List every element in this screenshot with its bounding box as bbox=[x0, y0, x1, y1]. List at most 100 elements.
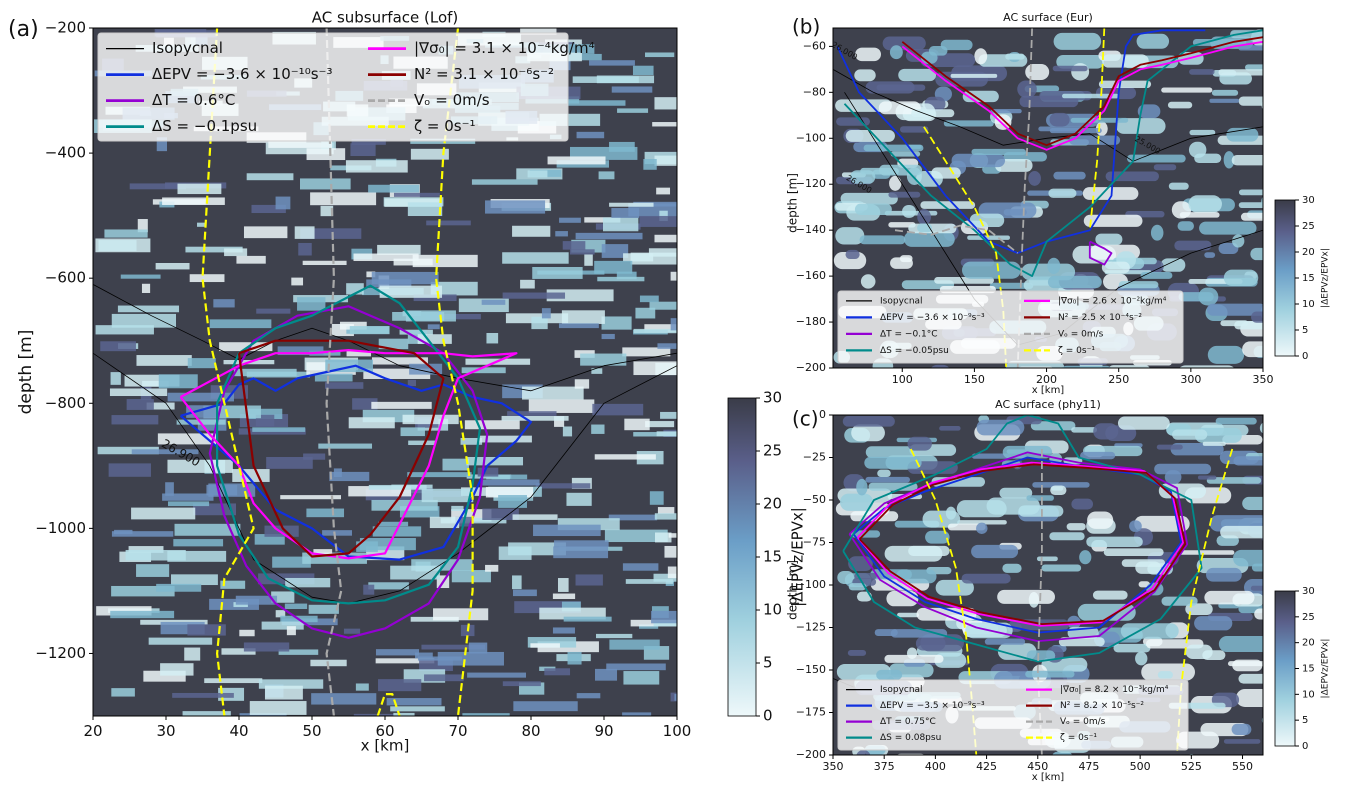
x-tick-label: 350 bbox=[823, 760, 844, 773]
heatmap-patch bbox=[348, 486, 412, 497]
heatmap-patch bbox=[854, 69, 876, 82]
heatmap-patch bbox=[594, 454, 656, 460]
heatmap-patch bbox=[277, 346, 324, 356]
heatmap-patch bbox=[899, 126, 929, 133]
y-tick-label: −100 bbox=[796, 131, 826, 144]
heatmap-patch bbox=[243, 642, 290, 652]
heatmap-patch bbox=[378, 679, 422, 692]
heatmap-patch bbox=[1232, 659, 1263, 672]
legend-label: ΔT = 0.6°C bbox=[152, 91, 235, 109]
heatmap-patch bbox=[124, 374, 180, 387]
colorbar-tick-label: 15 bbox=[1302, 273, 1315, 284]
heatmap-patch bbox=[645, 421, 675, 428]
heatmap-patch bbox=[1101, 261, 1130, 274]
heatmap-patch bbox=[1157, 671, 1173, 679]
heatmap-patch bbox=[957, 520, 1007, 525]
heatmap-patch bbox=[266, 457, 313, 469]
legend-label: ΔEPV = −3.6 × 10⁻⁹s⁻³ bbox=[880, 313, 985, 323]
colorbar-tick-label: 30 bbox=[1302, 586, 1315, 597]
x-tick-label: 90 bbox=[594, 722, 613, 740]
heatmap-patch bbox=[482, 508, 519, 520]
y-tick-label: −180 bbox=[796, 315, 826, 328]
contour-line bbox=[856, 461, 1184, 627]
colorbar bbox=[727, 397, 757, 717]
heatmap-patch bbox=[664, 545, 677, 558]
heatmap-patch bbox=[845, 249, 860, 260]
heatmap-patch bbox=[961, 573, 1011, 584]
heatmap-patch bbox=[567, 651, 582, 665]
heatmap-patch bbox=[656, 431, 677, 437]
heatmap-patch bbox=[303, 453, 326, 460]
heatmap-patch bbox=[1005, 53, 1025, 60]
heatmap-patch bbox=[546, 289, 614, 302]
heatmap-patch bbox=[1161, 87, 1213, 93]
heatmap-patch bbox=[1164, 470, 1182, 485]
heatmap-patch bbox=[110, 610, 175, 619]
heatmap-patch bbox=[1053, 32, 1102, 50]
legend: Isopycnal ΔEPV = −3.6 × 10⁻¹⁰s⁻³ ΔT = 0.6°… bbox=[97, 32, 595, 142]
heatmap-patch bbox=[854, 203, 892, 215]
heatmap-patch bbox=[146, 402, 175, 410]
heatmap-patch bbox=[1242, 496, 1263, 510]
heatmap-patch bbox=[971, 544, 1019, 559]
y-axis-label: depth [m] bbox=[786, 173, 800, 233]
contour-line bbox=[923, 28, 1106, 368]
heatmap-patch bbox=[1178, 292, 1214, 302]
heatmap-patch bbox=[390, 706, 445, 712]
heatmap-patch bbox=[1242, 341, 1263, 358]
heatmap-patch bbox=[1179, 212, 1220, 218]
heatmap-patch bbox=[408, 440, 436, 446]
heatmap-patch bbox=[667, 566, 677, 579]
colorbar-tick-label: 30 bbox=[763, 389, 782, 407]
heatmap-patch bbox=[291, 277, 304, 286]
heatmap-patch bbox=[539, 607, 606, 620]
heatmap-patch bbox=[884, 545, 943, 562]
heatmap-patch bbox=[126, 399, 154, 410]
heatmap-patch bbox=[167, 459, 233, 473]
heatmap-patch bbox=[1194, 427, 1242, 443]
heatmap-patch bbox=[1177, 221, 1194, 231]
heatmap-patch bbox=[557, 578, 569, 592]
heatmap-patch bbox=[486, 474, 510, 480]
heatmap-patch bbox=[427, 324, 440, 330]
heatmap-patch bbox=[247, 408, 283, 419]
heatmap-patch bbox=[265, 142, 334, 155]
heatmap-patch bbox=[174, 523, 241, 536]
heatmap-patch bbox=[187, 358, 216, 369]
heatmap-patch bbox=[184, 647, 201, 661]
heatmap-patch bbox=[442, 458, 469, 471]
heatmap-patch bbox=[999, 487, 1033, 499]
contour-line bbox=[894, 28, 1033, 368]
colorbar-tick-label: 25 bbox=[1302, 221, 1315, 232]
heatmap-patch bbox=[1259, 422, 1263, 434]
heatmap-patch bbox=[1150, 224, 1164, 241]
heatmap-patch bbox=[890, 629, 948, 638]
heatmap-patch bbox=[563, 616, 612, 622]
heatmap-patch bbox=[1197, 475, 1217, 480]
heatmap-patch bbox=[931, 167, 961, 179]
heatmap-patch bbox=[407, 379, 416, 387]
heatmap-patch bbox=[1238, 673, 1263, 684]
heatmap-patch bbox=[840, 192, 898, 205]
x-tick-label: 350 bbox=[1253, 373, 1274, 386]
contour-line bbox=[1036, 449, 1043, 755]
heatmap-patch bbox=[192, 503, 237, 516]
heatmap-patch bbox=[1207, 345, 1245, 364]
panel-label: (b) bbox=[792, 15, 820, 39]
y-tick-label: −120 bbox=[796, 177, 826, 190]
heatmap-patch bbox=[1156, 444, 1183, 450]
heatmap-patch bbox=[402, 414, 459, 425]
heatmap-patch bbox=[272, 556, 311, 568]
heatmap-patch bbox=[1194, 153, 1222, 163]
x-tick-label: 80 bbox=[521, 722, 540, 740]
colorbar-tick-label: 15 bbox=[1302, 664, 1315, 675]
heatmap-patch bbox=[502, 252, 569, 264]
heatmap-patch bbox=[575, 232, 643, 240]
legend-label: ΔS = −0.05psu bbox=[880, 346, 949, 356]
heatmap-patch bbox=[633, 361, 677, 376]
heatmap-patch bbox=[160, 663, 194, 676]
heatmap-patch bbox=[643, 159, 657, 170]
legend-label: |∇σ₀| = 2.6 × 10⁻²kg/m⁴ bbox=[1058, 296, 1167, 306]
heatmap-patch bbox=[644, 52, 675, 58]
x-tick-label: 200 bbox=[1036, 373, 1057, 386]
